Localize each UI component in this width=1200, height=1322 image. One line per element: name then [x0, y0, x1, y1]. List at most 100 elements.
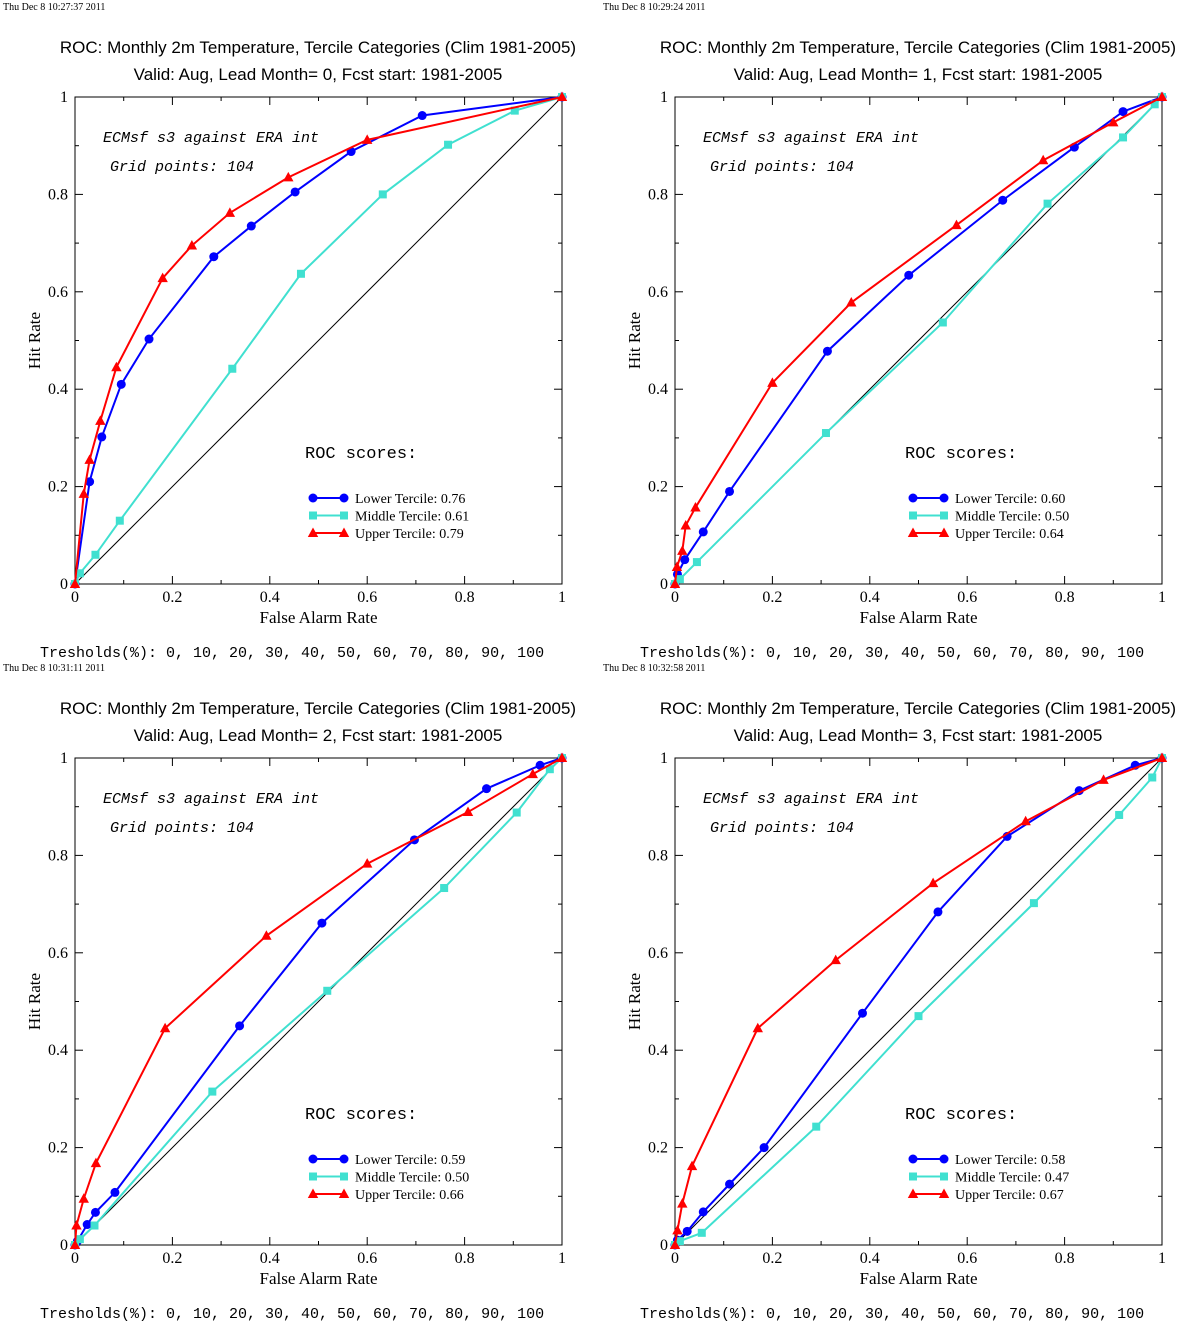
data-point [672, 1224, 683, 1235]
x-tick-label: 0.4 [860, 589, 880, 606]
legend-marker [340, 511, 348, 520]
chart-title: ROC: Monthly 2m Temperature, Tercile Cat… [60, 38, 576, 57]
y-tick-label: 0.8 [648, 847, 668, 864]
data-point [209, 252, 219, 262]
data-point [90, 1157, 102, 1168]
data-point [208, 1087, 217, 1096]
roc-panel-2: Thu Dec 8 10:29:24 2011 ROC: Monthly 2m T… [600, 0, 1200, 661]
legend-marker [338, 527, 350, 537]
legend-label: Upper Tercile: 0.66 [355, 1188, 464, 1203]
data-point [246, 221, 256, 231]
data-point [669, 578, 681, 588]
chart-title: ROC: Monthly 2m Temperature, Tercile Cat… [660, 699, 1176, 718]
data-point [904, 270, 914, 280]
legend-marker [938, 1188, 950, 1198]
annotation-model: ECMsf s3 against ERA int [703, 130, 919, 147]
data-point [1156, 752, 1168, 762]
y-tick-label: 0 [60, 1237, 68, 1254]
x-tick-label: 1 [1158, 1250, 1166, 1267]
data-point [725, 1179, 735, 1189]
y-tick-label: 0.2 [48, 1140, 68, 1157]
series-triangle [669, 752, 1168, 1249]
thresholds-footer: Tresholds(%): 0, 10, 20, 30, 40, 50, 60,… [40, 645, 544, 661]
legend-item: Lower Tercile: 0.60 [908, 492, 1065, 507]
data-point [90, 1221, 99, 1230]
data-point [822, 346, 832, 356]
y-tick-label: 0 [660, 1237, 668, 1254]
legend-item: Middle Tercile: 0.47 [909, 1171, 1069, 1186]
data-point [812, 1122, 821, 1131]
data-point [556, 752, 568, 762]
annotation-grid-points: Grid points: 104 [110, 159, 254, 176]
chart-subtitle: Valid: Aug, Lead Month= 0, Fcst start: 1… [134, 65, 503, 84]
data-point [157, 272, 168, 283]
y-tick-label: 0.2 [648, 479, 668, 496]
roc-scores-heading: ROC scores: [305, 1106, 417, 1125]
data-point [680, 555, 690, 565]
legend-marker [307, 1188, 319, 1198]
x-tick-label: 0 [71, 1250, 79, 1267]
data-point [261, 930, 272, 940]
legend-label: Upper Tercile: 0.79 [355, 527, 464, 542]
data-point [75, 1235, 84, 1244]
y-tick-label: 0.6 [648, 945, 668, 962]
x-tick-label: 1 [558, 1250, 566, 1267]
data-point [998, 195, 1008, 205]
x-tick-label: 0.8 [1055, 1250, 1075, 1267]
legend-marker [307, 527, 319, 537]
timestamp: Thu Dec 8 10:27:37 2011 [3, 2, 105, 13]
data-point [116, 379, 126, 389]
thresholds-footer: Tresholds(%): 0, 10, 20, 30, 40, 50, 60,… [640, 1306, 1144, 1322]
annotation-grid-points: Grid points: 104 [710, 820, 854, 837]
annotation-model: ECMsf s3 against ERA int [103, 791, 319, 808]
data-point [69, 578, 81, 588]
data-point [228, 364, 237, 373]
annotation-model: ECMsf s3 against ERA int [703, 791, 919, 808]
data-point [677, 1198, 688, 1208]
data-point [1074, 786, 1084, 796]
timestamp: Thu Dec 8 10:29:24 2011 [603, 2, 705, 13]
data-point [725, 486, 735, 496]
legend-label: Lower Tercile: 0.76 [355, 492, 465, 507]
data-point [1118, 107, 1128, 117]
y-axis-label: Hit Rate [625, 973, 644, 1030]
timestamp: Thu Dec 8 10:32:58 2011 [603, 663, 705, 674]
y-tick-label: 0.6 [48, 284, 68, 301]
legend-marker [939, 1154, 949, 1164]
y-tick-label: 1 [660, 89, 668, 106]
x-tick-label: 0 [71, 589, 79, 606]
data-point [144, 334, 154, 344]
data-point [669, 1239, 681, 1249]
data-point [110, 1187, 120, 1197]
data-point [440, 884, 449, 893]
y-tick-label: 0.4 [48, 1042, 68, 1059]
legend-label: Lower Tercile: 0.59 [355, 1153, 465, 1168]
y-tick-label: 0.8 [48, 847, 68, 864]
data-point [111, 361, 122, 372]
data-point [444, 140, 453, 149]
chart-subtitle: Valid: Aug, Lead Month= 1, Fcst start: 1… [734, 65, 1103, 84]
x-tick-label: 0.4 [260, 1250, 280, 1267]
legend-item: Upper Tercile: 0.79 [307, 527, 464, 542]
roc-chart-svg: Thu Dec 8 10:27:37 2011 ROC: Monthly 2m T… [3, 2, 576, 661]
y-tick-label: 0.8 [48, 186, 68, 203]
legend-marker [309, 1172, 317, 1181]
data-point [283, 171, 294, 182]
chart-subtitle: Valid: Aug, Lead Month= 3, Fcst start: 1… [734, 726, 1103, 745]
x-tick-label: 0.2 [162, 589, 182, 606]
data-point [682, 1226, 692, 1236]
legend-label: Middle Tercile: 0.50 [955, 510, 1069, 525]
data-point [482, 784, 492, 794]
y-tick-label: 0.2 [48, 479, 68, 496]
data-point [290, 187, 300, 197]
chart-subtitle: Valid: Aug, Lead Month= 2, Fcst start: 1… [134, 726, 503, 745]
legend-item: Middle Tercile: 0.61 [309, 510, 469, 525]
legend-marker [339, 493, 349, 503]
data-point [90, 1207, 100, 1217]
legend-label: Middle Tercile: 0.61 [355, 510, 469, 525]
data-point [697, 1228, 706, 1237]
y-tick-label: 1 [60, 750, 68, 767]
data-point [97, 432, 107, 442]
roc-chart-svg: Thu Dec 8 10:31:11 2011 ROC: Monthly 2m T… [3, 663, 576, 1322]
